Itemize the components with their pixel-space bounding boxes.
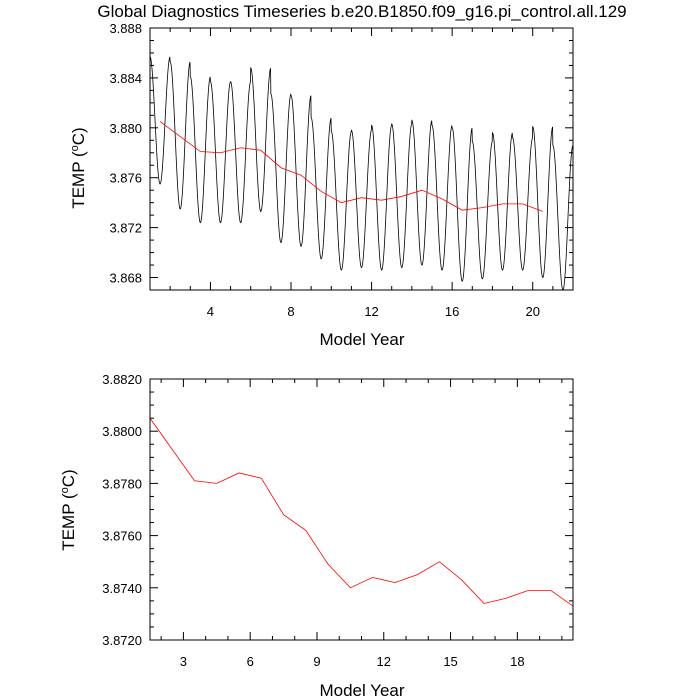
y-tick-label: 3.8780	[102, 476, 142, 491]
x-tick-label: 15	[443, 654, 457, 669]
y-tick-label: 3.872	[109, 221, 142, 236]
y-tick-label: 3.888	[109, 21, 142, 36]
y-tick-label: 3.8760	[102, 529, 142, 544]
series-line-annual-mean	[159, 121, 543, 212]
series-line-monthly	[150, 56, 573, 290]
y-axis-label-top: TEMP (oC)	[69, 127, 88, 208]
chart-panel-top: 4 8 12 16 20 3.868 3.872 3.876 3.880 3.884 3.888	[109, 21, 574, 319]
y-tick-label: 3.8800	[102, 424, 142, 439]
y-tick-label: 3.884	[109, 71, 142, 86]
series-line-annual-mean	[150, 417, 573, 607]
y-tick-label: 3.880	[109, 121, 142, 136]
y-tick-label: 3.8820	[102, 372, 142, 387]
x-tick-label: 4	[207, 304, 214, 319]
plot-frame	[149, 27, 574, 291]
x-tick-label: 8	[287, 304, 294, 319]
x-tick-label: 3	[180, 654, 187, 669]
x-axis-label-bottom: Model Year	[319, 681, 404, 700]
y-tick-label: 3.876	[109, 171, 142, 186]
x-axis-label-top: Model Year	[319, 330, 404, 349]
plot-frame	[149, 378, 574, 641]
x-tick-label: 18	[510, 654, 524, 669]
y-tick-label: 3.868	[109, 271, 142, 286]
x-tick-label: 16	[445, 304, 459, 319]
x-tick-label: 6	[247, 654, 254, 669]
x-tick-label: 12	[364, 304, 378, 319]
figure-title: Global Diagnostics Timeseries b.e20.B185…	[97, 2, 626, 21]
x-tick-label: 9	[313, 654, 320, 669]
y-tick-label: 3.8740	[102, 581, 142, 596]
chart-panel-bottom: 3 6 9 12 15 18 3.8720 3.8740 3.8760 3.8780 3.8800 3…	[102, 372, 574, 669]
y-tick-label: 3.8720	[102, 633, 142, 648]
x-tick-label: 20	[525, 304, 539, 319]
y-axis-label-bottom: TEMP (oC)	[59, 469, 78, 550]
x-tick-label: 12	[377, 654, 391, 669]
